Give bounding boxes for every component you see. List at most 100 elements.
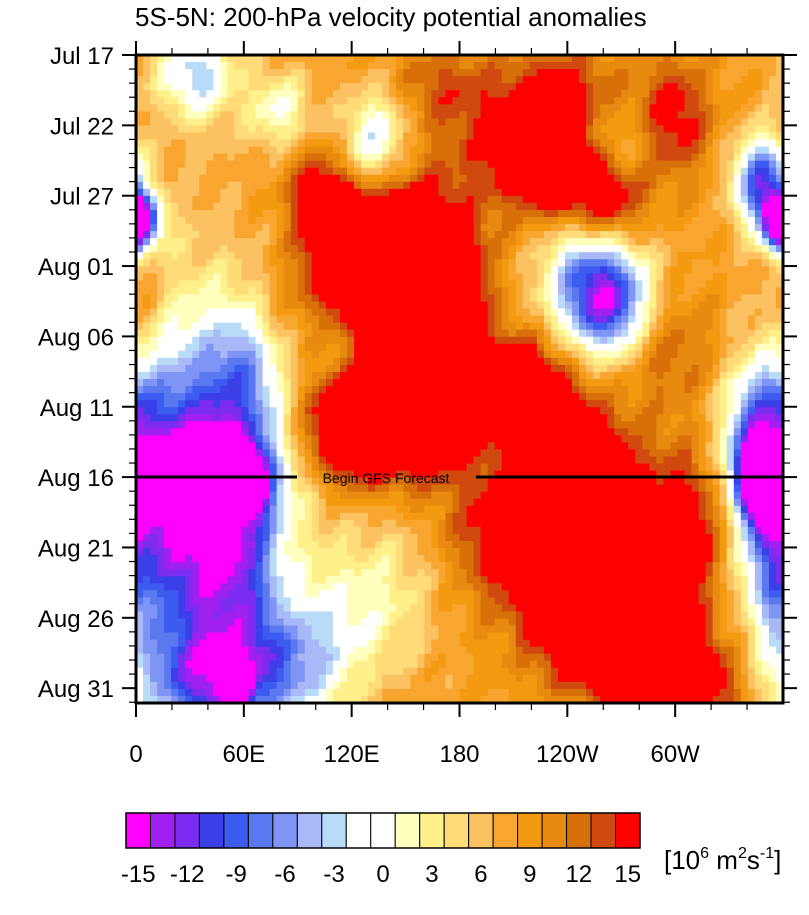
field-cell: [452, 97, 461, 105]
field-cell: [740, 371, 749, 380]
field-cell: [283, 386, 292, 394]
field-cell: [227, 435, 236, 443]
field-cell: [529, 125, 538, 134]
field-cell: [487, 90, 496, 98]
field-cell: [325, 421, 334, 429]
field-cell: [670, 329, 679, 338]
field-cell: [311, 301, 320, 310]
field-cell: [775, 259, 784, 267]
field-cell: [635, 273, 643, 281]
field-cell: [431, 111, 439, 119]
field-cell: [290, 76, 299, 84]
field-cell: [304, 421, 313, 429]
field-cell: [445, 174, 454, 183]
field-cell: [536, 202, 545, 211]
field-cell: [164, 435, 172, 443]
field-cell: [579, 287, 587, 296]
field-cell: [375, 90, 383, 98]
field-cell: [684, 364, 693, 373]
field-cell: [572, 97, 580, 105]
field-cell: [536, 111, 545, 119]
field-cell: [515, 132, 524, 141]
field-cell: [677, 252, 686, 260]
field-cell: [431, 371, 439, 380]
field-cell: [424, 259, 432, 267]
field-cell: [719, 238, 728, 246]
field-cell: [213, 364, 221, 373]
field-cell: [733, 224, 742, 232]
field-cell: [522, 315, 531, 324]
field-cell: [459, 421, 468, 429]
field-cell: [775, 97, 784, 105]
field-cell: [311, 371, 320, 380]
field-cell: [276, 273, 285, 281]
field-cell: [480, 322, 489, 331]
field-cell: [220, 350, 229, 359]
field-cell: [220, 160, 229, 169]
field-cell: [164, 343, 172, 352]
field-cell: [775, 336, 784, 345]
field-cell: [389, 188, 397, 197]
field-cell: [754, 386, 763, 394]
field-cell: [775, 407, 784, 415]
field-cell: [227, 336, 236, 345]
field-cell: [677, 308, 686, 317]
field-cell: [171, 428, 179, 436]
field-cell: [691, 350, 700, 359]
field-cell: [241, 371, 250, 380]
field-cell: [143, 153, 151, 162]
field-cell: [494, 301, 503, 310]
field-cell: [185, 202, 193, 211]
field-cell: [705, 322, 714, 331]
field-cell: [635, 393, 643, 401]
field-cell: [656, 160, 665, 169]
field-cell: [452, 195, 461, 204]
field-cell: [564, 55, 573, 63]
field-cell: [600, 202, 608, 211]
field-cell: [262, 301, 271, 310]
field-cell: [157, 421, 165, 429]
field-cell: [438, 343, 447, 352]
field-cell: [515, 357, 524, 366]
field-cell: [283, 153, 292, 162]
field-cell: [445, 195, 454, 204]
field-cell: [276, 350, 285, 359]
field-cell: [220, 188, 229, 197]
field-cell: [304, 118, 313, 127]
field-cell: [171, 146, 179, 155]
field-cell: [361, 421, 369, 429]
field-cell: [346, 160, 355, 169]
field-cell: [368, 400, 376, 408]
field-cell: [529, 202, 538, 211]
field-cell: [593, 273, 601, 281]
field-cell: [375, 209, 383, 218]
field-cell: [438, 336, 447, 345]
field-cell: [543, 379, 552, 387]
field-cell: [501, 231, 510, 239]
field-cell: [318, 146, 327, 155]
field-cell: [761, 118, 770, 127]
field-cell: [684, 301, 693, 310]
field-cell: [494, 217, 503, 225]
field-cell: [642, 308, 650, 317]
field-cell: [761, 160, 770, 169]
field-cell: [579, 111, 587, 119]
field-cell: [143, 139, 151, 148]
field-cell: [403, 259, 411, 267]
field-cell: [445, 97, 454, 105]
field-cell: [663, 421, 672, 429]
field-cell: [628, 238, 636, 246]
field-cell: [698, 414, 707, 422]
field-cell: [635, 160, 643, 169]
field-cell: [550, 90, 559, 98]
field-cell: [297, 55, 306, 63]
field-cell: [389, 97, 397, 105]
field-cell: [438, 209, 447, 218]
field-cell: [227, 111, 236, 119]
field-cell: [396, 259, 404, 267]
field-cell: [361, 238, 369, 246]
field-cell: [614, 308, 622, 317]
field-cell: [389, 308, 397, 317]
field-cell: [255, 336, 264, 345]
field-cell: [290, 188, 299, 197]
